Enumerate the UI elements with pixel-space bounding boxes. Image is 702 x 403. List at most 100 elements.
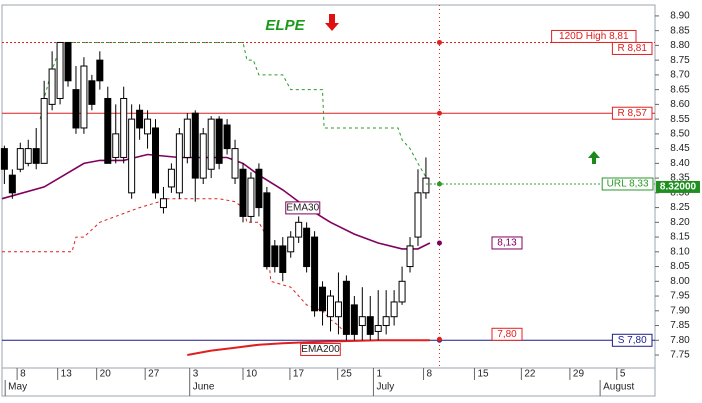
candle-body bbox=[191, 112, 199, 179]
candle-body bbox=[128, 118, 136, 194]
annotation-box bbox=[491, 327, 523, 341]
y-tick-label: 8.65 bbox=[670, 84, 690, 95]
x-tick-label: 22 bbox=[524, 369, 536, 380]
level-label: R 8,81 bbox=[617, 43, 647, 54]
y-tick-label: 8.35 bbox=[670, 173, 690, 184]
x-tick-label: 15 bbox=[477, 369, 489, 380]
candle-body bbox=[334, 301, 342, 318]
candle-body bbox=[40, 97, 48, 164]
annotation-box bbox=[491, 236, 523, 250]
month-label: June bbox=[193, 382, 215, 393]
x-tick-label: 25 bbox=[341, 369, 353, 380]
y-tick-label: 8.55 bbox=[670, 114, 690, 125]
candle-body bbox=[263, 192, 271, 268]
candle-body bbox=[215, 118, 223, 164]
projection-dot bbox=[436, 110, 442, 116]
candle-body bbox=[152, 127, 160, 194]
y-tick-label: 8.85 bbox=[670, 25, 690, 36]
y-tick-label: 8.80 bbox=[670, 40, 690, 51]
candle-body bbox=[342, 280, 350, 335]
month-label: July bbox=[376, 382, 394, 393]
url-label: URL 8,33 bbox=[607, 179, 649, 190]
y-tick-label: 8.30 bbox=[670, 187, 690, 198]
month-label: May bbox=[8, 382, 27, 393]
level-label-box bbox=[611, 41, 653, 55]
candle-body bbox=[319, 286, 327, 312]
candle-body bbox=[175, 133, 183, 194]
indicator-line bbox=[2, 198, 347, 335]
candle-body bbox=[120, 97, 128, 158]
indicator-line bbox=[187, 339, 430, 356]
candle-body bbox=[295, 221, 303, 238]
y-tick-label: 8.05 bbox=[670, 261, 690, 272]
down-arrow-icon bbox=[325, 14, 339, 31]
x-tick-label: 1 bbox=[376, 369, 382, 380]
last-price-label: 8.32000 bbox=[660, 182, 697, 193]
candle-body bbox=[183, 118, 191, 158]
candle-body bbox=[303, 227, 311, 268]
projection-dot bbox=[436, 39, 442, 45]
y-tick-label: 8.00 bbox=[670, 276, 690, 287]
month-label: August bbox=[603, 382, 634, 393]
url-label-box bbox=[601, 177, 654, 191]
candle-body bbox=[48, 68, 56, 105]
candle-body bbox=[239, 168, 247, 217]
candle-body bbox=[24, 148, 32, 164]
candle-body bbox=[406, 245, 414, 268]
series-label: EMA200 bbox=[301, 344, 340, 355]
annotation-label: 7,80 bbox=[497, 329, 517, 340]
last-price-box bbox=[656, 180, 700, 193]
y-tick-label: 8.60 bbox=[670, 99, 690, 110]
candle-body bbox=[96, 59, 104, 82]
candle-body bbox=[287, 236, 295, 253]
annotation-label: 8,13 bbox=[497, 238, 517, 249]
candle-body bbox=[422, 177, 430, 194]
y-tick-label: 8.20 bbox=[670, 217, 690, 228]
candle-body bbox=[350, 304, 358, 335]
series-label-box bbox=[300, 342, 341, 356]
y-tick-label: 8.70 bbox=[670, 70, 690, 81]
x-tick-label: 20 bbox=[100, 369, 112, 380]
candle-body bbox=[104, 97, 112, 164]
level-label-box bbox=[551, 29, 637, 43]
projection-dot bbox=[436, 336, 442, 342]
candle-body bbox=[32, 148, 40, 164]
candle-body bbox=[16, 148, 24, 170]
x-tick-label: 29 bbox=[573, 369, 585, 380]
level-label-box bbox=[611, 333, 653, 347]
candle-body bbox=[247, 177, 255, 217]
y-tick-label: 8.50 bbox=[670, 129, 690, 140]
x-tick-label: 17 bbox=[293, 369, 305, 380]
level-label: R 8,57 bbox=[617, 108, 647, 119]
candle-body bbox=[144, 118, 152, 135]
candle-body bbox=[279, 245, 287, 273]
y-tick-label: 7.85 bbox=[670, 320, 690, 331]
candle-body bbox=[136, 109, 144, 129]
y-tick-label: 7.95 bbox=[670, 291, 690, 302]
candle-body bbox=[390, 301, 398, 318]
candle-body bbox=[159, 198, 167, 209]
candle-body bbox=[382, 316, 390, 327]
candle-body bbox=[358, 316, 366, 327]
candle-body bbox=[88, 80, 96, 105]
x-tick-label: 3 bbox=[193, 369, 199, 380]
x-axis-area bbox=[1, 367, 656, 397]
series-label: EMA30 bbox=[286, 203, 319, 214]
y-tick-label: 7.75 bbox=[670, 350, 690, 361]
candle-body bbox=[223, 124, 231, 150]
y-tick-label: 8.40 bbox=[670, 158, 690, 169]
level-label: 120D High 8,81 bbox=[559, 31, 629, 42]
candle-body bbox=[0, 148, 8, 170]
x-tick-label: 5 bbox=[620, 369, 626, 380]
chart-title: ELPE bbox=[265, 17, 305, 34]
candle-body bbox=[167, 168, 175, 188]
y-tick-label: 7.90 bbox=[670, 305, 690, 316]
y-tick-label: 8.90 bbox=[670, 11, 690, 22]
candle-body bbox=[255, 168, 263, 209]
y-tick-label: 8.75 bbox=[670, 55, 690, 66]
projection-dot bbox=[436, 240, 442, 246]
candle-body bbox=[199, 133, 207, 179]
candle-body bbox=[271, 245, 279, 268]
series-label-box bbox=[285, 201, 321, 215]
